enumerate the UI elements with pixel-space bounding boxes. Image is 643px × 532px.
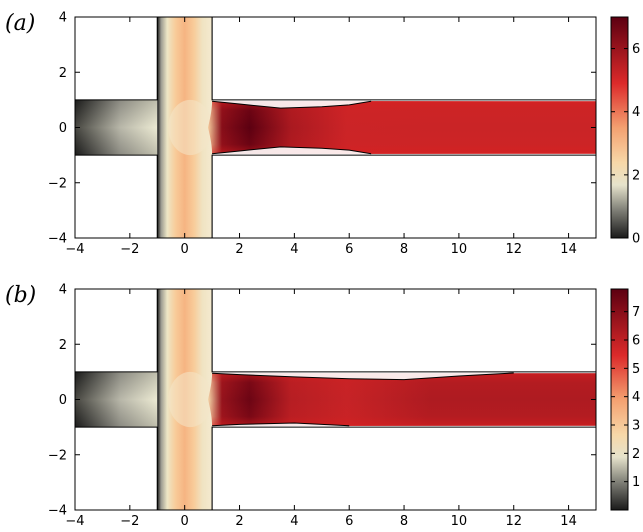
channel-wall-3 xyxy=(211,426,596,510)
colorbar-tick-label: 0 xyxy=(632,232,640,247)
film-upper xyxy=(212,371,514,380)
x-tick-label: 8 xyxy=(400,514,408,529)
panel-label: (a) xyxy=(5,11,35,36)
y-tick-label: −4 xyxy=(48,504,67,519)
colorbar-tick-label: 6 xyxy=(632,42,640,57)
x-tick-label: 6 xyxy=(345,514,353,529)
x-tick-label: −4 xyxy=(65,514,84,529)
panel-0: −4 −2 0 2 4 6 8 10 12 14 −4 −2 0 2 4 (a) 0 2 4 6 xyxy=(5,11,640,258)
x-tick-label: 10 xyxy=(451,242,468,257)
x-tick-label: 6 xyxy=(345,242,353,257)
x-tick-label: 14 xyxy=(560,514,577,529)
channel-wall-0 xyxy=(75,289,158,373)
y-tick-label: 0 xyxy=(59,393,67,408)
x-tick-label: −4 xyxy=(65,242,84,257)
x-tick-label: 2 xyxy=(235,242,243,257)
y-tick-label: −2 xyxy=(48,176,67,191)
colorbar-tick-label: 7 xyxy=(632,305,640,320)
colorbar-tick-label: 4 xyxy=(632,390,640,405)
x-tick-label: 14 xyxy=(560,242,577,257)
y-tick-label: −4 xyxy=(48,232,67,247)
x-tick-label: 4 xyxy=(290,242,298,257)
colorbar-tick-label: 2 xyxy=(632,168,640,183)
channel-wall-2 xyxy=(211,17,596,101)
colorbar-tick-label: 4 xyxy=(632,105,640,120)
colorbar-tick-label: 6 xyxy=(632,334,640,349)
y-tick-label: 4 xyxy=(59,283,67,298)
panel-label: (b) xyxy=(5,283,36,308)
channel-wall-2 xyxy=(211,289,596,373)
x-tick-label: −2 xyxy=(120,514,139,529)
x-tick-label: 8 xyxy=(400,242,408,257)
channel-wall-3 xyxy=(211,154,596,238)
x-tick-label: 2 xyxy=(235,514,243,529)
x-tick-label: 4 xyxy=(290,514,298,529)
x-tick-label: 10 xyxy=(451,514,468,529)
colorbar xyxy=(610,288,629,511)
channel-wall-1 xyxy=(75,154,158,238)
contour-upper xyxy=(212,100,372,109)
channel-wall-1 xyxy=(75,426,158,510)
colorbar-tick-label: 5 xyxy=(632,362,640,377)
contour-upper xyxy=(212,372,514,381)
y-tick-label: 2 xyxy=(59,338,67,353)
heatmap-field xyxy=(75,289,596,510)
y-tick-label: 0 xyxy=(59,121,67,136)
x-tick-label: −2 xyxy=(120,242,139,257)
colorbar xyxy=(610,16,629,239)
colorbar-tick-label: 1 xyxy=(632,475,640,490)
y-tick-label: 4 xyxy=(59,11,67,26)
x-tick-label: 0 xyxy=(181,514,189,529)
colorbar-tick-label: 2 xyxy=(632,447,640,462)
x-tick-label: 12 xyxy=(505,514,522,529)
x-tick-label: 12 xyxy=(505,242,522,257)
heatmap-field xyxy=(75,17,596,238)
channel-wall-0 xyxy=(75,17,158,101)
contour-lower xyxy=(212,422,350,427)
colorbar-tick-label: 3 xyxy=(632,419,640,434)
contour-lower xyxy=(212,146,372,155)
x-tick-label: 0 xyxy=(181,242,189,257)
y-tick-label: 2 xyxy=(59,66,67,81)
y-tick-label: −2 xyxy=(48,448,67,463)
